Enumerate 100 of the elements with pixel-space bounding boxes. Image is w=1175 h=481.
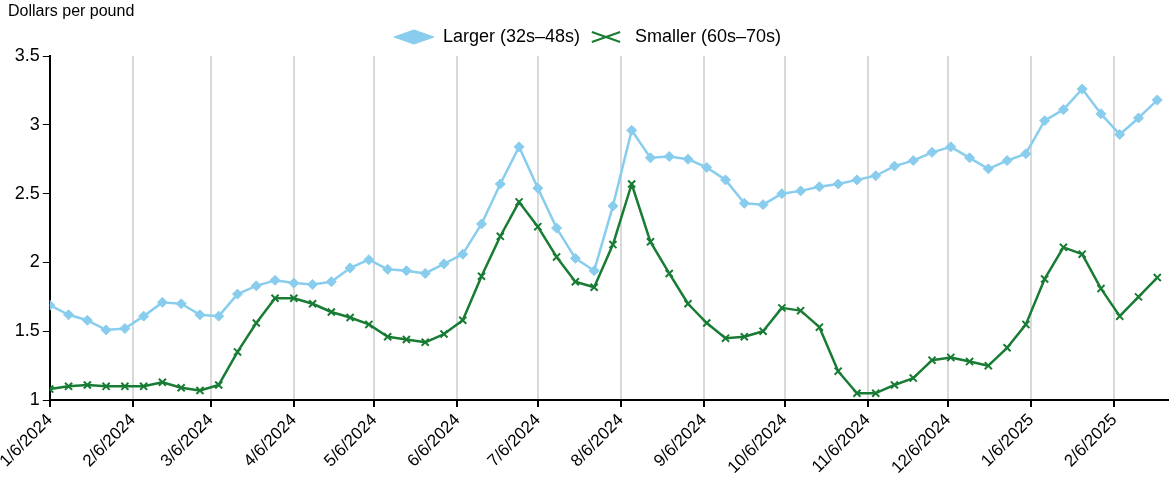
- point: [325, 276, 337, 288]
- point: [532, 182, 544, 194]
- legend-label: Larger (32s–48s): [442, 25, 581, 46]
- point: [870, 170, 882, 182]
- point: [645, 237, 655, 247]
- point: [251, 318, 261, 328]
- y-tick-label: 1.5: [14, 320, 40, 341]
- point: [796, 306, 806, 316]
- point: [232, 347, 243, 357]
- point: [63, 309, 75, 321]
- point: [270, 293, 280, 303]
- point: [570, 277, 580, 287]
- point: [701, 161, 713, 173]
- point: [814, 322, 824, 332]
- point: [269, 274, 281, 286]
- point: [420, 337, 430, 347]
- point: [1077, 249, 1087, 259]
- point: [964, 152, 976, 164]
- point: [1040, 274, 1050, 284]
- point: [569, 252, 581, 264]
- point: [588, 265, 600, 277]
- point: [965, 357, 975, 367]
- point: [721, 333, 731, 343]
- y-tick-label: 3.5: [14, 44, 40, 65]
- point: [81, 314, 93, 326]
- point: [927, 355, 937, 365]
- point: [926, 146, 938, 158]
- point: [1096, 284, 1106, 294]
- point: [832, 178, 844, 190]
- point: [720, 174, 732, 186]
- point: [307, 278, 319, 290]
- point: [889, 380, 900, 390]
- point: [64, 381, 74, 391]
- point: [383, 332, 393, 342]
- point: [382, 263, 394, 275]
- point: [1020, 148, 1032, 160]
- point: [400, 265, 412, 277]
- point: [607, 200, 619, 212]
- point: [1133, 112, 1144, 124]
- point: [514, 197, 524, 207]
- point: [175, 298, 187, 310]
- point: [1152, 273, 1162, 283]
- point: [757, 199, 769, 211]
- point: [982, 163, 994, 175]
- point: [552, 252, 562, 262]
- point: [439, 329, 449, 339]
- point: [476, 218, 488, 230]
- point: [364, 319, 374, 329]
- point: [156, 296, 168, 308]
- point: [945, 141, 957, 153]
- point: [100, 324, 112, 336]
- point: [363, 254, 375, 266]
- y-tick-label: 1: [29, 389, 40, 410]
- point: [644, 152, 656, 164]
- point: [1133, 292, 1144, 302]
- point: [138, 310, 150, 322]
- point: [795, 185, 807, 197]
- point: [250, 280, 262, 292]
- point: [888, 160, 900, 172]
- point: [495, 231, 505, 241]
- point: [213, 310, 225, 322]
- point: [533, 222, 543, 232]
- point: [120, 381, 130, 391]
- point: [683, 299, 693, 309]
- legend-label: Smaller (60s–70s): [635, 25, 782, 46]
- point: [232, 288, 243, 300]
- point: [1151, 94, 1163, 106]
- y-tick-label: 2.5: [14, 182, 40, 203]
- point: [1058, 242, 1068, 252]
- point: [738, 197, 750, 209]
- point: [1002, 343, 1012, 353]
- point: [176, 383, 186, 393]
- point: [194, 309, 206, 321]
- point: [776, 188, 788, 200]
- point: [608, 240, 618, 250]
- point: [308, 299, 318, 309]
- y-tick-label: 3: [29, 113, 40, 134]
- point: [813, 181, 825, 193]
- point: [289, 293, 299, 303]
- point: [513, 141, 525, 153]
- point: [139, 381, 149, 391]
- point: [101, 381, 111, 391]
- point: [851, 174, 863, 186]
- point: [1039, 115, 1051, 127]
- point: [1114, 128, 1126, 140]
- point: [457, 248, 469, 260]
- point: [871, 388, 881, 398]
- point: [1057, 104, 1069, 116]
- point: [214, 380, 224, 390]
- point: [157, 377, 167, 387]
- point: [908, 373, 918, 383]
- point: [82, 380, 92, 390]
- point: [664, 268, 674, 279]
- point: [288, 277, 300, 289]
- point: [1115, 311, 1125, 321]
- point: [119, 323, 131, 335]
- point: [195, 385, 205, 395]
- point: [326, 307, 336, 317]
- point: [758, 326, 768, 336]
- point: [344, 262, 356, 274]
